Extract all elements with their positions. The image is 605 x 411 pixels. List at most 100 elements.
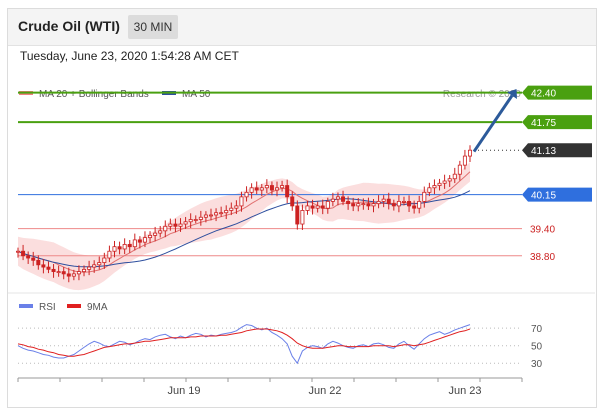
timeframe-badge[interactable]: 30 MIN [128, 15, 178, 39]
candle-body [183, 221, 188, 225]
timestamp: Tuesday, June 23, 2020 1:54:28 AM CET [20, 49, 239, 63]
level-tag [522, 143, 592, 158]
level-tag [522, 115, 592, 130]
candle-body [300, 210, 305, 225]
x-tick-label-0: Jun 19 [167, 385, 200, 397]
level-label-41-13: 41.13 [522, 143, 592, 158]
candle-body [275, 187, 280, 191]
candle-body [76, 271, 81, 275]
candle-body [432, 185, 437, 189]
level-label-38-80: 38.80 [530, 252, 555, 263]
candle-body [386, 198, 391, 205]
candle-body [122, 244, 127, 250]
bollinger-band [18, 162, 470, 291]
candle-body [412, 205, 417, 209]
candle-body [224, 210, 229, 214]
candle-body [127, 244, 132, 248]
candle-body [310, 205, 315, 209]
candle-body [351, 203, 356, 207]
chart-header: Crude Oil (WTI) 30 MIN [8, 9, 596, 46]
candle-body [61, 271, 66, 275]
forecast-arrow-head [507, 89, 517, 100]
legend-label-bollinger: MA 20 + Bollinger Bands [39, 89, 149, 100]
legend-swatch-rsi [19, 304, 33, 308]
rsi-tick-70: 70 [531, 324, 543, 335]
level-label-41-75: 41.75 [522, 115, 592, 129]
candle-body [41, 264, 46, 268]
level-label-39-40: 39.40 [530, 225, 555, 236]
candle-body [442, 180, 447, 184]
candle-body [269, 185, 274, 191]
candle-body [254, 187, 259, 191]
candle-body [193, 219, 198, 221]
candle-body [163, 225, 168, 232]
candle-body [137, 239, 142, 243]
candle-body [447, 178, 452, 182]
candles [15, 145, 472, 283]
candle-body [153, 232, 158, 236]
candle-body [229, 207, 234, 211]
candle-body [234, 205, 239, 209]
level-tag [522, 187, 592, 202]
candle-body [320, 205, 325, 209]
candle-body [36, 259, 41, 266]
candle-body [15, 250, 20, 253]
x-tick-label-1: Jun 22 [308, 385, 341, 397]
candle-body [112, 246, 117, 252]
candle-body [51, 268, 56, 273]
candle-body [346, 200, 351, 205]
candle-body [168, 223, 173, 227]
level-label-42-40: 42.40 [522, 85, 592, 100]
candle-body [239, 196, 244, 207]
candle-body [391, 203, 396, 207]
rsi-legend: RSI 9MA [19, 302, 108, 313]
candle-body [188, 219, 193, 223]
rsi-line [17, 324, 471, 365]
candle-body [244, 191, 249, 198]
candle-body [356, 203, 361, 207]
candle-body [366, 203, 371, 207]
candle-body [178, 223, 183, 227]
candle-body [330, 198, 335, 202]
candle-body [422, 191, 427, 202]
candle-body [381, 198, 386, 202]
candle-body [452, 173, 457, 180]
candle-body [417, 200, 422, 209]
main-legend: MA 20 + Bollinger Bands MA 50 Research © 2… [19, 89, 592, 100]
candle-body [26, 255, 31, 259]
level-value: 40.15 [531, 191, 556, 202]
candle-body [437, 182, 442, 186]
candle-body [315, 205, 320, 209]
level-value: 38.80 [530, 252, 555, 263]
candle-body [457, 164, 462, 175]
candle-body [295, 205, 300, 225]
legend-label-ma50: MA 50 [182, 89, 211, 100]
candle-body [407, 200, 412, 207]
candle-body [280, 185, 285, 189]
x-tick-label-2: Jun 23 [448, 385, 481, 397]
candle-body [290, 196, 295, 207]
candle-body [361, 203, 366, 206]
candle-body [148, 234, 153, 239]
forecast-arrow-shaft [472, 94, 514, 153]
candle-body [97, 262, 102, 266]
candle-body [46, 266, 51, 270]
candle-body [396, 200, 401, 207]
candle-body [107, 250, 112, 259]
legend-label-rsi: RSI [39, 302, 56, 313]
candle-body [132, 239, 137, 248]
candle-body [249, 187, 254, 193]
candle-body [467, 149, 472, 157]
candle-body [208, 214, 213, 217]
candle-body [82, 268, 87, 273]
candle-body [219, 212, 224, 215]
candle-body [198, 216, 203, 220]
candle-body [401, 200, 406, 203]
level-label-40-15: 40.15 [522, 187, 592, 202]
candle-body [66, 273, 71, 277]
chart-card: Crude Oil (WTI) 30 MIN Tuesday, June 23,… [7, 8, 597, 408]
legend-label-9ma: 9MA [87, 302, 108, 313]
level-value: 39.40 [530, 225, 555, 236]
level-value: 42.40 [531, 89, 556, 100]
candle-body [21, 250, 26, 257]
